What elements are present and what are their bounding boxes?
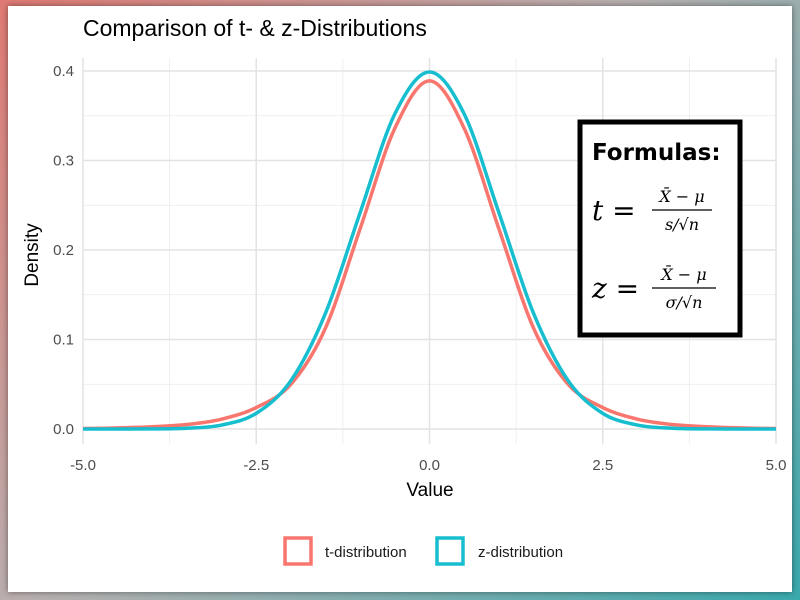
x-axis-ticks: -5.0 -2.5 0.0 2.5 5.0	[70, 457, 786, 474]
x-axis-title: Value	[406, 480, 453, 501]
formula-box: Formulas: t = X̄ − μ s/√n z = X̄ − μ σ/√…	[577, 119, 743, 338]
legend-label-t-distribution: t-distribution	[325, 544, 407, 561]
chart-frame: Comparison of t- & z-Distributions 0.0 0.…	[8, 6, 792, 592]
y-axis-title: Density	[22, 223, 43, 287]
y-tick-label: 0.0	[53, 421, 74, 438]
x-tick-label: -2.5	[243, 457, 269, 474]
chart-title: Comparison of t- & z-Distributions	[83, 15, 427, 41]
y-axis-ticks: 0.0 0.1 0.2 0.3 0.4	[53, 63, 74, 438]
legend: t-distribution z-distribution	[283, 536, 563, 566]
t-formula-lhs: t =	[592, 194, 636, 227]
legend-key-t-distribution	[283, 536, 313, 566]
series-line-z-distribution	[82, 70, 777, 431]
y-tick-label: 0.3	[53, 153, 74, 170]
legend-label-z-distribution: z-distribution	[478, 544, 563, 561]
formula-box-border	[577, 119, 743, 338]
z-formula-denominator: σ/√n	[666, 293, 703, 312]
z-formula-lhs: z =	[591, 272, 639, 305]
series-line-t-distribution	[82, 79, 777, 431]
t-formula-denominator: s/√n	[665, 215, 699, 234]
series-lines	[82, 70, 777, 431]
y-tick-label: 0.2	[53, 242, 74, 259]
z-formula-numerator: X̄ − μ	[659, 263, 706, 284]
distribution-chart: Comparison of t- & z-Distributions 0.00.…	[22, 15, 786, 566]
x-tick-label: 2.5	[592, 457, 613, 474]
x-tick-label: -5.0	[70, 457, 96, 474]
x-tick-label: 5.0	[766, 457, 787, 474]
legend-key-z-distribution	[435, 536, 465, 566]
x-tick-label: 0.0	[419, 457, 440, 474]
formula-heading: Formulas:	[592, 140, 721, 166]
y-tick-label: 0.1	[53, 332, 74, 349]
y-tick-label: 0.4	[53, 63, 74, 80]
t-formula-numerator: X̄ − μ	[657, 185, 704, 206]
